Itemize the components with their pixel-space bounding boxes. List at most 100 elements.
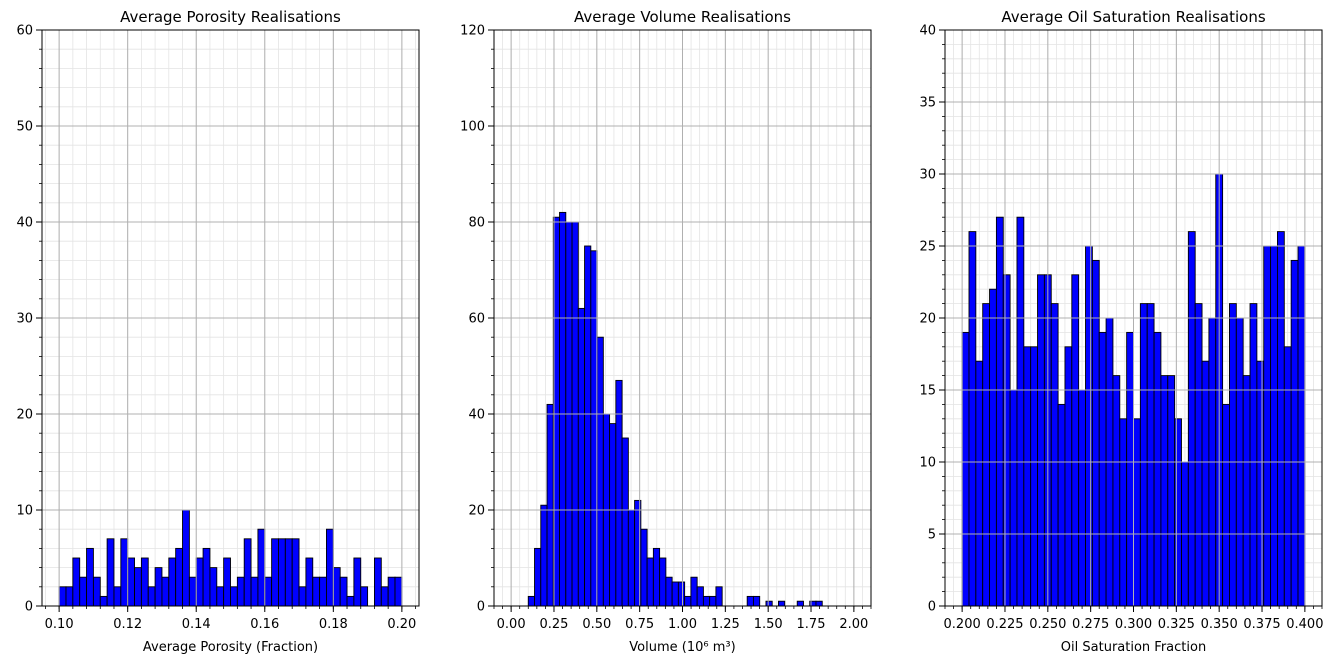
histogram-bar <box>665 576 673 607</box>
histogram-bar <box>1009 389 1018 607</box>
histogram-bar <box>1050 303 1059 607</box>
histogram-bar <box>815 600 823 607</box>
y-tick-label: 120 <box>460 24 485 39</box>
histogram-bar <box>621 437 629 607</box>
histogram-bar <box>1112 375 1121 607</box>
x-tick-label: 0.325 <box>1158 617 1195 632</box>
histogram-bar <box>250 576 259 607</box>
histogram-bar <box>182 509 190 607</box>
histogram-bar <box>1290 259 1299 607</box>
chart-title: Average Volume Realisations <box>574 8 791 26</box>
histogram-bars <box>58 509 403 607</box>
y-tick-label: 60 <box>16 24 33 39</box>
histogram-bar <box>1091 259 1100 607</box>
histogram-bar <box>1064 346 1073 607</box>
x-tick-label: 1.25 <box>711 617 740 632</box>
y-tick-label: 40 <box>919 24 936 39</box>
histogram-bar <box>154 567 163 607</box>
histogram-bar <box>65 586 74 607</box>
y-tick-label: 20 <box>16 408 33 423</box>
y-tick-label: 100 <box>460 120 485 135</box>
y-tick-labels: 0 20 40 60 80 100 120 <box>460 24 485 615</box>
histogram-bar <box>1256 360 1265 607</box>
histogram-bar <box>1187 231 1196 607</box>
histogram-bar <box>339 576 348 607</box>
histogram-bar <box>696 586 704 607</box>
histogram-bar <box>1126 331 1134 607</box>
y-tick-label: 20 <box>919 312 936 327</box>
histogram-bar <box>1297 245 1306 607</box>
histogram-bar <box>360 586 369 607</box>
x-tick-label: 0.14 <box>182 617 211 632</box>
histogram-bar <box>765 600 773 607</box>
histogram-bar <box>373 557 382 607</box>
histogram-bar <box>209 567 218 607</box>
x-tick-label: 0.225 <box>986 617 1023 632</box>
x-tick-label: 2.00 <box>839 617 868 632</box>
histogram-bar <box>120 538 129 607</box>
y-tick-label: 80 <box>468 216 485 231</box>
histogram-bar <box>79 576 88 607</box>
x-axis-label: Oil Saturation Fraction <box>1061 640 1206 655</box>
histogram-bar <box>677 581 686 607</box>
histogram-bar <box>326 528 334 607</box>
histogram-bars <box>527 211 823 607</box>
histogram-bar <box>534 547 542 607</box>
histogram-bar <box>1194 303 1203 607</box>
histogram-bar <box>1270 245 1278 607</box>
histogram-bar <box>134 567 142 607</box>
x-tick-label: 1.75 <box>797 617 826 632</box>
histogram-bar <box>796 600 804 607</box>
major-grid <box>945 29 1322 607</box>
histogram-bar <box>332 567 341 607</box>
porosity-histogram-panel: 0.10 0.12 0.14 0.16 0.18 0.20 0 10 20 30 40 50 60 Ave… <box>16 8 420 655</box>
histogram-bar <box>1283 346 1292 607</box>
histogram-bar <box>305 557 314 607</box>
y-tick-label: 15 <box>919 384 936 399</box>
histogram-bar <box>216 586 225 607</box>
histogram-bar <box>1160 375 1169 607</box>
x-tick-label: 0.16 <box>250 617 279 632</box>
histogram-bar <box>1139 303 1148 607</box>
x-tick-labels: 0.200 0.225 0.250 0.275 0.300 0.325 0.350 0.375… <box>944 617 1324 632</box>
histogram-bar <box>1002 274 1011 607</box>
histogram-bar <box>1222 403 1230 607</box>
histogram-bar <box>195 557 204 607</box>
histogram-bar <box>577 307 586 607</box>
y-tick-label: 30 <box>919 168 936 183</box>
y-tick-label: 0 <box>25 600 33 615</box>
histogram-bar <box>230 586 238 607</box>
histogram-bar <box>684 595 692 607</box>
histogram-bar <box>264 576 273 607</box>
y-tick-label: 10 <box>919 456 936 471</box>
histogram-bar <box>284 538 293 607</box>
y-tick-label: 10 <box>16 504 33 519</box>
histogram-bar <box>72 557 81 607</box>
histogram-bar <box>202 547 211 607</box>
histogram-bar <box>778 600 786 607</box>
x-tick-label: 0.00 <box>497 617 526 632</box>
histogram-bar <box>291 538 300 607</box>
histogram-bar <box>1085 245 1093 607</box>
histogram-bar <box>752 595 761 607</box>
histogram-bar <box>387 576 396 607</box>
histogram-bar <box>319 576 327 607</box>
histogram-bar <box>1146 303 1155 607</box>
x-tick-label: 0.400 <box>1286 617 1323 632</box>
histogram-bar <box>982 303 991 607</box>
histogram-bar <box>1057 403 1066 607</box>
histogram-bar <box>709 595 717 607</box>
y-tick-label: 30 <box>16 312 33 327</box>
histogram-bar <box>1071 274 1080 607</box>
histogram-bar <box>609 423 617 607</box>
histogram-bar <box>1030 346 1038 607</box>
x-tick-label: 0.18 <box>319 617 348 632</box>
histogram-bar <box>161 576 170 607</box>
y-tick-labels: 0 5 10 15 20 25 30 35 40 <box>919 24 936 615</box>
histogram-bar <box>690 576 698 607</box>
histogram-bar <box>92 576 101 607</box>
histogram-bar <box>975 360 984 607</box>
histogram-bar <box>590 250 598 607</box>
histogram-bar <box>127 557 135 607</box>
